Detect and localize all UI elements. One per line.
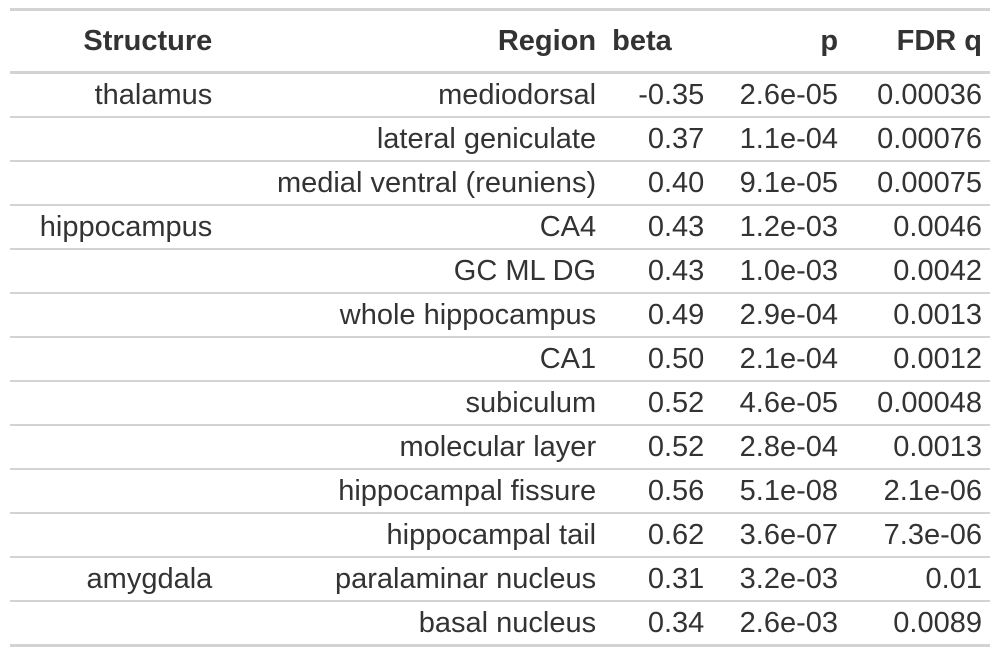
- cell-p: 1.0e-03: [739, 254, 839, 287]
- cell-region: molecular layer: [399, 430, 597, 463]
- cell-region: hippocampal tail: [386, 518, 597, 551]
- cell-structure: thalamus: [94, 78, 213, 111]
- cell-fdr-q: 0.00075: [877, 166, 982, 199]
- cell-p: 2.8e-04: [739, 430, 839, 463]
- cell-p: 2.6e-03: [739, 606, 839, 639]
- cell-beta: 0.43: [647, 254, 705, 287]
- cell-structure: [10, 601, 220, 646]
- cell-region: mediodorsal: [438, 78, 597, 111]
- cell-beta: 0.52: [647, 386, 705, 419]
- table-row: basal nucleus 0.34 2.6e-03 0.0089: [10, 601, 990, 646]
- results-table: Structure Region beta p FDR q thalamus me…: [10, 8, 990, 647]
- table-row: thalamus mediodorsal -0.35 2.6e-05 0.00036: [10, 73, 990, 117]
- table-row: amygdala paralaminar nucleus 0.31 3.2e-03 0.…: [10, 557, 990, 601]
- cell-beta: 0.56: [647, 474, 705, 507]
- cell-region: CA4: [539, 210, 597, 243]
- cell-fdr-q: 0.0013: [893, 298, 982, 331]
- cell-beta: 0.50: [647, 342, 705, 375]
- cell-p: 2.6e-05: [739, 78, 839, 111]
- cell-structure: [10, 513, 220, 557]
- cell-p: 1.2e-03: [739, 210, 839, 243]
- header-region: Region: [497, 24, 597, 57]
- cell-beta: 0.34: [647, 606, 705, 639]
- cell-region: CA1: [539, 342, 597, 375]
- cell-structure: [10, 293, 220, 337]
- table-row: whole hippocampus 0.49 2.9e-04 0.0013: [10, 293, 990, 337]
- cell-p: 3.6e-07: [739, 518, 839, 551]
- header-fdr-q: FDR q: [896, 24, 982, 57]
- cell-p: 1.1e-04: [739, 122, 839, 155]
- cell-fdr-q: 0.01: [925, 562, 982, 595]
- cell-region: lateral geniculate: [376, 122, 597, 155]
- cell-fdr-q: 0.00036: [877, 78, 982, 111]
- cell-beta: 0.43: [647, 210, 705, 243]
- cell-structure: amygdala: [86, 562, 213, 595]
- table-row: lateral geniculate 0.37 1.1e-04 0.00076: [10, 117, 990, 161]
- table-row: hippocampal tail 0.62 3.6e-07 7.3e-06: [10, 513, 990, 557]
- table-row: hippocampal fissure 0.56 5.1e-08 2.1e-06: [10, 469, 990, 513]
- cell-fdr-q: 0.00048: [877, 386, 982, 419]
- cell-structure: [10, 249, 220, 293]
- cell-beta: 0.37: [647, 122, 705, 155]
- table-row: CA1 0.50 2.1e-04 0.0012: [10, 337, 990, 381]
- cell-region: medial ventral (reuniens): [276, 166, 597, 199]
- header-beta: beta: [612, 24, 672, 57]
- cell-beta: 0.49: [647, 298, 705, 331]
- cell-p: 2.9e-04: [739, 298, 839, 331]
- cell-region: subiculum: [465, 386, 597, 419]
- cell-region: basal nucleus: [418, 606, 597, 639]
- cell-p: 5.1e-08: [739, 474, 839, 507]
- header-p: p: [820, 24, 839, 57]
- header-structure: Structure: [83, 24, 213, 57]
- cell-beta: -0.35: [638, 78, 705, 111]
- cell-region: whole hippocampus: [339, 298, 597, 331]
- cell-beta: 0.62: [647, 518, 705, 551]
- cell-p: 4.6e-05: [739, 386, 839, 419]
- cell-fdr-q: 2.1e-06: [883, 474, 982, 507]
- table-header: Structure Region beta p FDR q: [10, 9, 990, 73]
- cell-fdr-q: 0.0013: [893, 430, 982, 463]
- cell-fdr-q: 7.3e-06: [883, 518, 982, 551]
- cell-fdr-q: 0.0042: [893, 254, 982, 287]
- cell-structure: hippocampus: [39, 210, 213, 243]
- cell-fdr-q: 0.0012: [893, 342, 982, 375]
- cell-region: hippocampal fissure: [338, 474, 597, 507]
- header-row: Structure Region beta p FDR q: [10, 9, 990, 73]
- table-row: GC ML DG 0.43 1.0e-03 0.0042: [10, 249, 990, 293]
- cell-beta: 0.31: [647, 562, 705, 595]
- cell-beta: 0.40: [647, 166, 705, 199]
- cell-p: 2.1e-04: [739, 342, 839, 375]
- table-row: subiculum 0.52 4.6e-05 0.00048: [10, 381, 990, 425]
- table-row: molecular layer 0.52 2.8e-04 0.0013: [10, 425, 990, 469]
- cell-p: 3.2e-03: [739, 562, 839, 595]
- cell-beta: 0.52: [647, 430, 705, 463]
- cell-structure: [10, 117, 220, 161]
- cell-structure: [10, 425, 220, 469]
- cell-structure: [10, 161, 220, 205]
- cell-fdr-q: 0.0089: [893, 606, 982, 639]
- cell-structure: [10, 337, 220, 381]
- cell-p: 9.1e-05: [739, 166, 839, 199]
- cell-structure: [10, 469, 220, 513]
- table-body: thalamus mediodorsal -0.35 2.6e-05 0.00036 la…: [10, 73, 990, 646]
- cell-region: paralaminar nucleus: [334, 562, 597, 595]
- cell-fdr-q: 0.0046: [893, 210, 982, 243]
- cell-fdr-q: 0.00076: [877, 122, 982, 155]
- table-row: medial ventral (reuniens) 0.40 9.1e-05 0.00…: [10, 161, 990, 205]
- cell-structure: [10, 381, 220, 425]
- cell-region: GC ML DG: [453, 254, 597, 287]
- table-row: hippocampus CA4 0.43 1.2e-03 0.0046: [10, 205, 990, 249]
